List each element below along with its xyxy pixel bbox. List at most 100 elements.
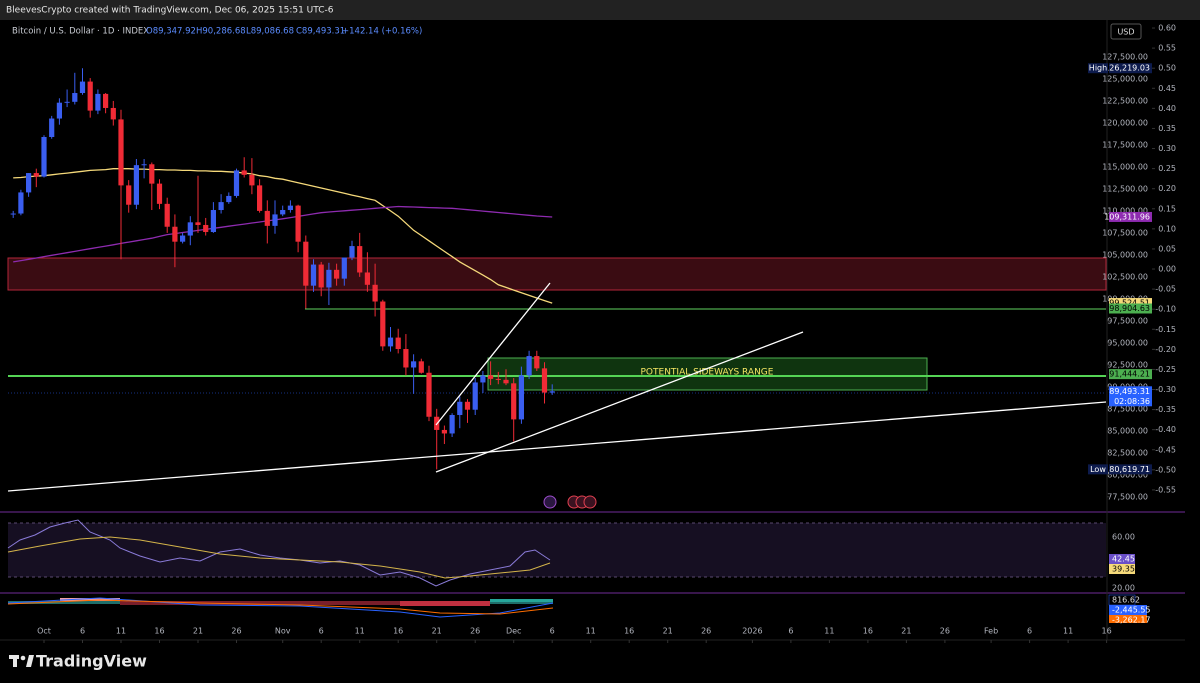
candle-body [411, 361, 417, 368]
price-label-bg [1109, 369, 1152, 380]
rsi-value: 42.45 [1112, 555, 1135, 564]
x-tick-label: 21 [901, 627, 911, 636]
x-tick-label: 6 [319, 627, 324, 636]
x-tick-label: 16 [863, 627, 873, 636]
resistance-zone [7, 257, 1107, 291]
macd-bars [60, 598, 120, 601]
price-label-bg [1109, 298, 1152, 309]
legend-close: C89,493.31 [296, 27, 345, 37]
price-label: 80,619.71 [1109, 465, 1150, 474]
tradingview-logo [9, 655, 34, 667]
macd-label-bg [1109, 605, 1147, 615]
candle-body [418, 361, 424, 373]
candle-body [118, 119, 124, 186]
brand: TradingView [36, 652, 147, 671]
countdown: 02:08:36 [1114, 397, 1150, 406]
y-tick-label: 107,500.00 [1102, 228, 1148, 237]
candle-body [18, 192, 24, 214]
candle-body [511, 383, 517, 420]
price-caption: Low [1090, 465, 1106, 474]
candle-body [380, 301, 386, 347]
x-tick-label: 21 [432, 627, 442, 636]
y2-tick-label: 0.10 [1158, 224, 1176, 233]
y2-tick-label: -0.05 [1155, 285, 1176, 294]
price-label: 109,311.96 [1104, 212, 1150, 221]
rsi-band [8, 523, 1106, 577]
candle-body [503, 379, 509, 384]
logo-shape [20, 655, 26, 661]
price-label: 126,219.03 [1104, 64, 1150, 73]
candle-body [326, 269, 332, 288]
price-caption: High [1089, 64, 1107, 73]
candle-body [164, 203, 170, 227]
event-icon[interactable] [583, 495, 597, 509]
candle-body [303, 241, 309, 286]
macd-value: -2,445.55 [1112, 606, 1151, 615]
y-tick-label: 115,000.00 [1102, 162, 1148, 171]
candle-body [449, 414, 455, 434]
candle-body [495, 378, 501, 380]
candle-body [79, 81, 86, 94]
candle-body [457, 401, 463, 415]
x-tick-label: Feb [984, 627, 998, 636]
y2-tick-label: 0.00 [1158, 265, 1176, 274]
candle-body [549, 391, 555, 393]
candle-body [87, 81, 93, 111]
x-tick-label: 11 [355, 627, 365, 636]
price-label: 91,444.21 [1109, 370, 1150, 379]
credit: BleevesCrypto created with TradingView.c… [6, 6, 334, 16]
candle-body [10, 213, 16, 215]
rsi-label-bg [1109, 554, 1135, 564]
rsi-line [7, 519, 551, 587]
y2-tick-label: -0.20 [1155, 345, 1176, 354]
x-tick-label: 6 [80, 627, 85, 636]
x-tick-label: 11 [586, 627, 596, 636]
y-tick-label: 85,000.00 [1107, 426, 1148, 435]
price-label: 89,493.31 [1109, 387, 1150, 396]
candle-body [33, 173, 39, 177]
logo-shape [13, 655, 17, 667]
y2-tick-label: 0.60 [1158, 24, 1176, 33]
y2-tick-label: 0.40 [1158, 104, 1176, 113]
candle-body [195, 222, 201, 225]
candle-body [341, 257, 347, 279]
candle-body [518, 375, 524, 420]
legend-change: +142.14 (+0.16%) [342, 27, 422, 37]
event-icon[interactable] [543, 495, 557, 509]
candle-body [141, 164, 147, 166]
price-label-bg [1109, 303, 1152, 314]
legend-low: L89,086.68 [246, 27, 294, 37]
x-tick-label: 11 [824, 627, 834, 636]
candle-body [218, 202, 224, 211]
y2-tick-label: 0.05 [1158, 244, 1176, 253]
x-tick-label: 2026 [742, 627, 762, 636]
candle-body [472, 382, 478, 410]
candle-body [187, 222, 193, 236]
x-tick-label: Nov [275, 627, 291, 636]
candle-body [534, 356, 540, 369]
y2-tick-label: 0.30 [1158, 144, 1176, 153]
candle-body [272, 214, 278, 226]
price-label: 99,524.51 [1109, 299, 1150, 308]
x-tick-label: 16 [154, 627, 164, 636]
candle-body [41, 137, 47, 177]
candle-body [310, 264, 317, 286]
x-tick-label: 26 [231, 627, 241, 636]
y-tick-label: 112,500.00 [1102, 184, 1148, 193]
x-tick-label: 26 [470, 627, 480, 636]
trendline [7, 401, 1107, 492]
candle-body [172, 226, 178, 242]
candle-body [541, 368, 548, 393]
currency-button[interactable] [1110, 23, 1142, 40]
y-tick-label: 92,500.00 [1107, 360, 1148, 369]
macd-bars [120, 601, 400, 605]
y-tick-label: 87,500.00 [1107, 404, 1148, 413]
y2-tick-label: 0.55 [1158, 44, 1176, 53]
candle-body [64, 101, 70, 103]
y-tick-label: 122,500.00 [1102, 96, 1148, 105]
x-tick-label: 11 [116, 627, 126, 636]
candle-body [357, 246, 363, 273]
y2-tick-label: 0.25 [1158, 164, 1176, 173]
candle-body [210, 210, 216, 233]
